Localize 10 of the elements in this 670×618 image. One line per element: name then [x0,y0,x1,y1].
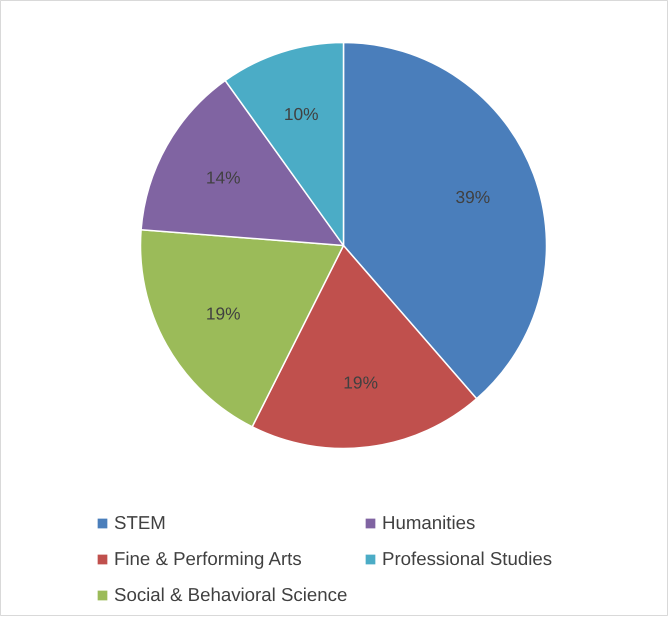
legend-label: Social & Behavioral Science [114,584,348,606]
legend-label: Fine & Performing Arts [114,548,303,570]
legend-label: STEM [114,512,167,534]
legend-label: Professional Studies [382,548,554,570]
data-label: 10% [284,104,319,124]
data-label: 19% [206,303,241,324]
data-label: 14% [206,168,241,188]
data-label: 19% [343,372,378,392]
data-label: 39% [455,187,490,208]
legend-label: Humanities [382,512,476,534]
